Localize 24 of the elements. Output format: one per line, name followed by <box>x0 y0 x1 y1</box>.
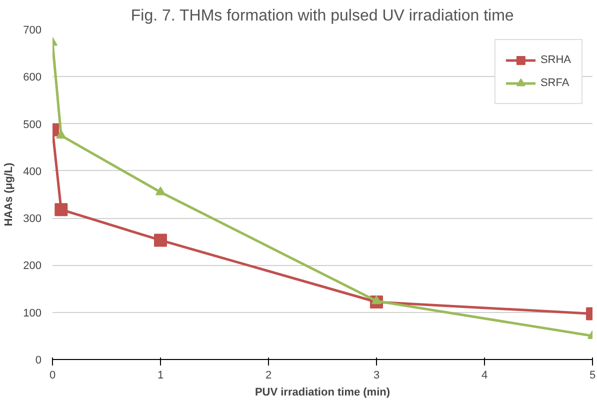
x-tick-label: 1 <box>157 370 164 382</box>
x-tick-label: 4 <box>481 370 488 382</box>
legend-label: SRHA <box>540 54 571 66</box>
y-tick-label: 500 <box>23 118 42 131</box>
y-tick-label: 600 <box>23 72 42 84</box>
point <box>56 130 66 139</box>
legend-label: SRFA <box>540 77 570 89</box>
x-axis-title: PUV irradiation time (min) <box>254 386 390 398</box>
y-tick-label: 100 <box>23 307 42 320</box>
x-tick-label: 0 <box>49 370 56 382</box>
chart-title: Fig. 7. THMs formation with pulsed UV irradiation time <box>130 8 514 24</box>
point <box>154 234 167 247</box>
point <box>54 203 68 216</box>
y-tick-label: 0 <box>35 354 42 366</box>
y-tick-label: 700 <box>23 24 42 36</box>
y-tick-label: 400 <box>23 166 42 178</box>
point <box>156 186 166 196</box>
y-tick-label: 300 <box>23 213 42 226</box>
point <box>372 295 382 304</box>
x-tick-label: 5 <box>589 370 596 382</box>
x-tick-label: 3 <box>373 370 380 382</box>
x-tick-label: 2 <box>265 370 272 382</box>
y-axis-title: HAAs (μg/L) <box>3 162 16 226</box>
y-tick-label: 200 <box>23 260 42 272</box>
